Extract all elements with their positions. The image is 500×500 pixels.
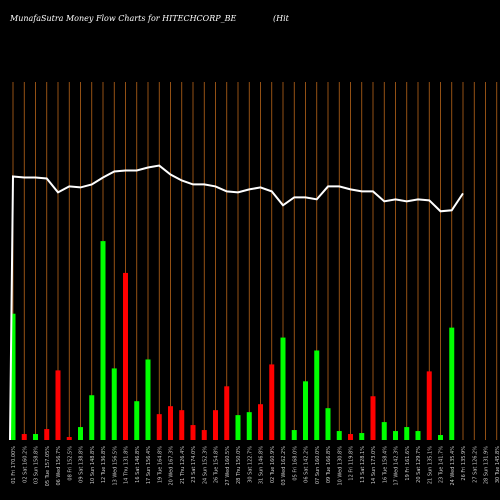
bar bbox=[100, 241, 106, 440]
bar bbox=[179, 410, 185, 440]
x-tick-label: 07 Sun 160.0% bbox=[315, 446, 321, 484]
x-tick-label: 13 Sat 128.1% bbox=[360, 446, 366, 483]
x-tick-label: 30 Sat 122.7% bbox=[247, 446, 253, 483]
x-tick-label: 31 Sun 146.8% bbox=[259, 446, 265, 484]
x-tick-label: 02 Sat 160.2% bbox=[22, 446, 28, 483]
bar bbox=[269, 364, 275, 440]
x-tick-label: 08 Fri 152.5% bbox=[67, 446, 73, 481]
x-tick-label: 03 Sun 158.8% bbox=[34, 446, 40, 484]
x-tick-label: 23 Tue 141.7% bbox=[439, 446, 445, 483]
x-tick-label: 03 Wed 162.2% bbox=[281, 446, 287, 486]
x-tick-label: 16 Tue 158.4% bbox=[382, 446, 388, 483]
bar bbox=[303, 381, 308, 440]
bar bbox=[359, 433, 365, 440]
bar bbox=[404, 427, 410, 440]
bar bbox=[348, 434, 353, 440]
bar bbox=[224, 386, 230, 440]
bar bbox=[291, 430, 297, 440]
bar bbox=[258, 404, 263, 440]
x-tick-label: 20 Wed 167.3% bbox=[169, 446, 175, 486]
bar bbox=[280, 337, 286, 440]
bar bbox=[213, 410, 218, 440]
x-tick-label: 24 Wed 135.4% bbox=[450, 446, 456, 486]
bar bbox=[89, 395, 95, 440]
x-tick-label: 12 Tue 136.8% bbox=[101, 446, 107, 483]
bar bbox=[438, 435, 443, 440]
x-tick-label: 10 Sun 148.8% bbox=[90, 446, 96, 484]
x-tick-label: 02 Tue 160.9% bbox=[270, 446, 276, 483]
bar bbox=[190, 425, 196, 440]
x-tick-label: 05 Fri 168.0% bbox=[292, 446, 298, 481]
x-tick-label: 06 Sat 142.2% bbox=[304, 446, 310, 483]
x-tick-label: 14 Thu 131.8% bbox=[124, 446, 130, 484]
bar bbox=[393, 431, 398, 440]
x-tick-label: 23 Sat 174.0% bbox=[191, 446, 197, 483]
bar bbox=[55, 370, 61, 440]
bar bbox=[156, 414, 162, 440]
x-tick-label: 26 Fri 135.9% bbox=[461, 446, 467, 481]
x-tick-label: 12 Fri 119.8% bbox=[349, 446, 355, 481]
x-tick-label: 20 Sat 129.7% bbox=[416, 446, 422, 483]
bar bbox=[134, 401, 140, 440]
chart-title: MunafaSutra Money Flow Charts for HITECH… bbox=[10, 14, 289, 23]
bar bbox=[325, 408, 331, 440]
x-tick-label: 24 Sun 152.3% bbox=[202, 446, 208, 484]
x-tick-label: 16 Sat 146.8% bbox=[135, 446, 141, 483]
bar bbox=[145, 359, 151, 440]
x-tick-label: 14 Sun 173.0% bbox=[371, 446, 377, 484]
x-tick-label: 09 Sat 138.8% bbox=[79, 446, 85, 483]
bar bbox=[201, 430, 207, 440]
x-tick-label: 27 Sat 126.2% bbox=[472, 446, 478, 483]
x-tick-labels: 01 Fri 170.00% 02 Sat 160.2% 03 Sun 158.8%… bbox=[11, 446, 500, 487]
x-tick-label: 21 Thu 126.4% bbox=[180, 446, 186, 484]
x-tick-label: 19 Tue 164.8% bbox=[157, 446, 163, 483]
x-tick-label: 13 Wed 156.5% bbox=[112, 446, 118, 486]
bar bbox=[426, 371, 432, 440]
x-tick-label: 09 Tue 166.8% bbox=[326, 446, 332, 483]
bar bbox=[381, 422, 387, 440]
bar bbox=[44, 429, 50, 440]
bar bbox=[314, 350, 320, 440]
bar bbox=[168, 406, 173, 440]
bar bbox=[449, 327, 455, 440]
x-tick-label: 28 Thu 150.0% bbox=[236, 446, 242, 484]
x-tick-label: 26 Tue 154.8% bbox=[214, 446, 220, 483]
price-line bbox=[9, 164, 464, 441]
bar bbox=[246, 412, 252, 440]
chart-title-text: MunafaSutra Money Flow Charts for HITECH… bbox=[10, 14, 237, 23]
bar bbox=[111, 368, 117, 440]
bar bbox=[370, 396, 376, 440]
chart-subtitle-text: (Hit bbox=[273, 14, 289, 23]
bars bbox=[10, 241, 455, 440]
x-tick-label: 10 Wed 130.8% bbox=[337, 446, 343, 486]
bar bbox=[10, 313, 16, 440]
x-tick-label: 01 Fri 170.00% bbox=[11, 446, 17, 484]
price-line-path bbox=[9, 164, 464, 441]
x-tick-label: 05 Tue 157.05% bbox=[45, 446, 51, 487]
x-tick-label: 27 Wed 160.5% bbox=[225, 446, 231, 486]
x-tick-label: 30 Tue 145.8% bbox=[495, 446, 500, 483]
bar bbox=[78, 427, 83, 440]
bar bbox=[336, 431, 342, 440]
bar bbox=[415, 431, 421, 440]
x-tick-label: 19 Fri 161.6% bbox=[405, 446, 411, 481]
x-tick-label: 17 Sun 156.4% bbox=[146, 446, 152, 484]
bar bbox=[123, 272, 128, 440]
x-tick-label: 06 Wed 156.7% bbox=[56, 446, 62, 486]
bar bbox=[33, 434, 38, 440]
bar bbox=[235, 415, 241, 440]
x-tick-label: 28 Sun 131.9% bbox=[484, 446, 490, 484]
x-tick-label: 21 Sun 135.1% bbox=[427, 446, 433, 484]
x-tick-label: 17 Wed 142.3% bbox=[394, 446, 400, 486]
bar bbox=[66, 437, 72, 440]
bar bbox=[21, 434, 27, 440]
